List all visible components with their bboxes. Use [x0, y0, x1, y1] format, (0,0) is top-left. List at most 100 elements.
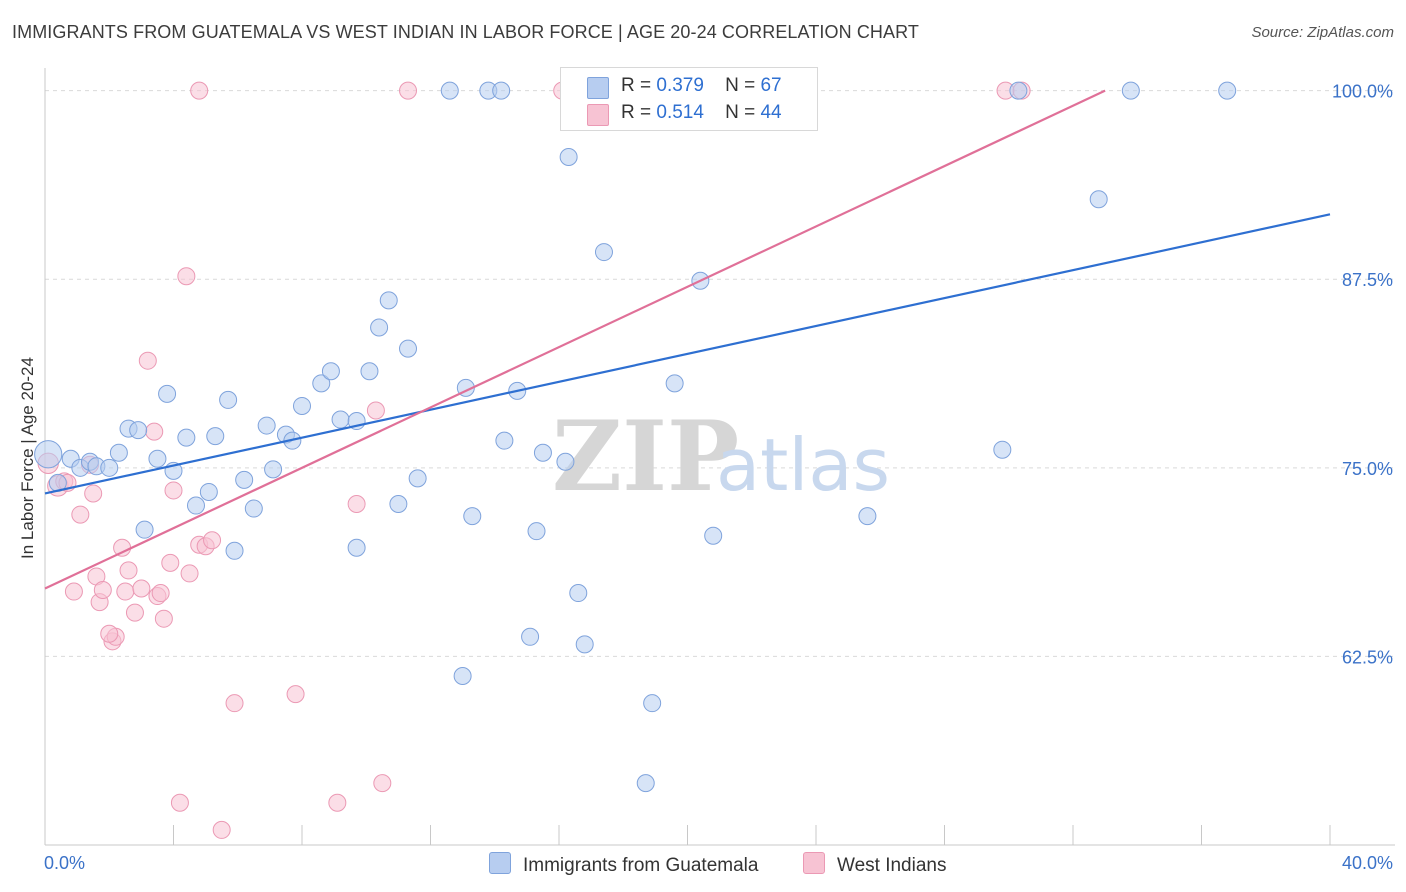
guatemala-legend-swatch	[489, 852, 511, 874]
n-label: N =	[725, 102, 756, 123]
chart-title: IMMIGRANTS FROM GUATEMALA VS WEST INDIAN…	[12, 22, 919, 42]
y-tick-label: 100.0%	[1332, 82, 1393, 102]
west-indians-point	[373, 774, 392, 793]
guatemala-point	[492, 81, 511, 100]
legend-text-guatemala: R = 0.379 N = 67	[621, 75, 782, 97]
west-indians-point	[138, 351, 157, 370]
guatemala-point	[331, 410, 350, 429]
guatemala-point	[135, 520, 154, 539]
west-indians-point	[399, 81, 418, 100]
west-indians-trendline	[44, 89, 1106, 590]
west-indians-point	[161, 553, 180, 572]
west-indians-point	[347, 495, 366, 514]
west-indians-point	[366, 401, 385, 420]
guatemala-point	[594, 243, 613, 262]
guatemala-point	[1121, 81, 1140, 100]
x-tick-label: 40.0%	[1342, 853, 1393, 873]
guatemala-point	[257, 416, 276, 435]
guatemala-point	[858, 507, 877, 526]
guatemala-point	[643, 694, 662, 713]
west-indians-point	[116, 582, 135, 601]
west-indians-point	[164, 481, 183, 500]
guatemala-point	[389, 495, 408, 514]
x-tick-labels: 0.0% 40.0%	[44, 853, 1393, 873]
guatemala-point	[186, 496, 205, 515]
guatemala-point	[440, 81, 459, 100]
guatemala-point	[1089, 190, 1108, 209]
west-indians-point	[190, 81, 209, 100]
guatemala-point	[495, 431, 514, 450]
watermark-zip: ZIP	[552, 400, 739, 513]
y-tick-label: 87.5%	[1342, 270, 1393, 290]
n-value-west-indians: 44	[760, 102, 782, 123]
r-label: R =	[621, 75, 652, 96]
n-label: N =	[725, 75, 756, 96]
west-indians-point	[151, 584, 170, 603]
y-tick-label: 62.5%	[1342, 647, 1393, 667]
west-indians-point	[119, 561, 138, 580]
guatemala-point	[453, 667, 472, 686]
guatemala-point	[109, 443, 128, 462]
guatemala-point	[408, 469, 427, 488]
guatemala-point	[370, 318, 389, 337]
guatemala-point	[533, 443, 552, 462]
west-indians-point	[93, 581, 112, 600]
west-indians-point	[286, 685, 305, 704]
guatemala-legend-label: Immigrants from Guatemala	[523, 855, 759, 876]
west-indians-point	[145, 422, 164, 441]
guatemala-point	[463, 507, 482, 526]
r-value-west-indians: 0.514	[656, 102, 704, 123]
west-indians-point	[154, 609, 173, 628]
guatemala-point	[569, 584, 588, 603]
west-indians-legend-swatch	[803, 852, 825, 874]
x-tick-label: 0.0%	[44, 853, 85, 873]
west-indians-point	[177, 267, 196, 286]
guatemala-point	[575, 635, 594, 654]
guatemala-point	[527, 522, 546, 541]
legend-text-west-indians: R = 0.514 N = 44	[621, 102, 782, 124]
watermark-atlas: atlas	[716, 423, 890, 507]
guatemala-point	[379, 291, 398, 310]
west-indians-point	[180, 564, 199, 583]
guatemala-point	[148, 449, 167, 468]
guatemala-point	[244, 499, 263, 518]
bottom-legend-guatemala: Immigrants from Guatemala	[489, 852, 758, 877]
guatemala-point	[1218, 81, 1237, 100]
west-indians-point	[212, 820, 231, 839]
source-note: Source: ZipAtlas.com	[1251, 24, 1394, 41]
guatemala-point	[665, 374, 684, 393]
west-indians-point	[84, 484, 103, 503]
guatemala-point	[177, 428, 196, 447]
guatemala-trendline	[44, 213, 1331, 495]
guatemala-point	[206, 427, 225, 446]
west-indians-point	[203, 531, 222, 550]
guatemala-point	[293, 396, 311, 415]
west-indians-point	[64, 582, 83, 601]
guatemala-point	[34, 440, 63, 469]
guatemala-point	[704, 526, 723, 545]
guatemala-point	[199, 482, 218, 501]
west-indians-point	[113, 538, 132, 557]
guatemala-point	[559, 148, 578, 167]
gridlines	[45, 90, 1395, 657]
west-indians-legend-label: West Indians	[837, 855, 947, 876]
guatemala-point	[636, 774, 655, 793]
guatemala-point	[521, 627, 540, 646]
n-value-guatemala: 67	[760, 75, 782, 96]
west-indians-point	[71, 505, 90, 524]
guatemala-point	[1009, 81, 1028, 100]
guatemala-points	[34, 81, 1237, 793]
guatemala-point	[312, 374, 331, 393]
guatemala-point	[158, 384, 177, 403]
guatemala-point	[264, 460, 283, 479]
bottom-legend-west-indians: West Indians	[803, 852, 946, 877]
correlation-legend: R = 0.379 N = 67 R = 0.514 N = 44	[560, 67, 818, 131]
guatemala-point	[993, 440, 1012, 459]
y-tick-label: 75.0%	[1342, 459, 1393, 479]
guatemala-point	[556, 452, 575, 471]
west-indians-point	[328, 793, 347, 812]
guatemala-point	[360, 362, 379, 381]
west-indians-point	[225, 694, 244, 713]
trendlines	[44, 89, 1331, 590]
